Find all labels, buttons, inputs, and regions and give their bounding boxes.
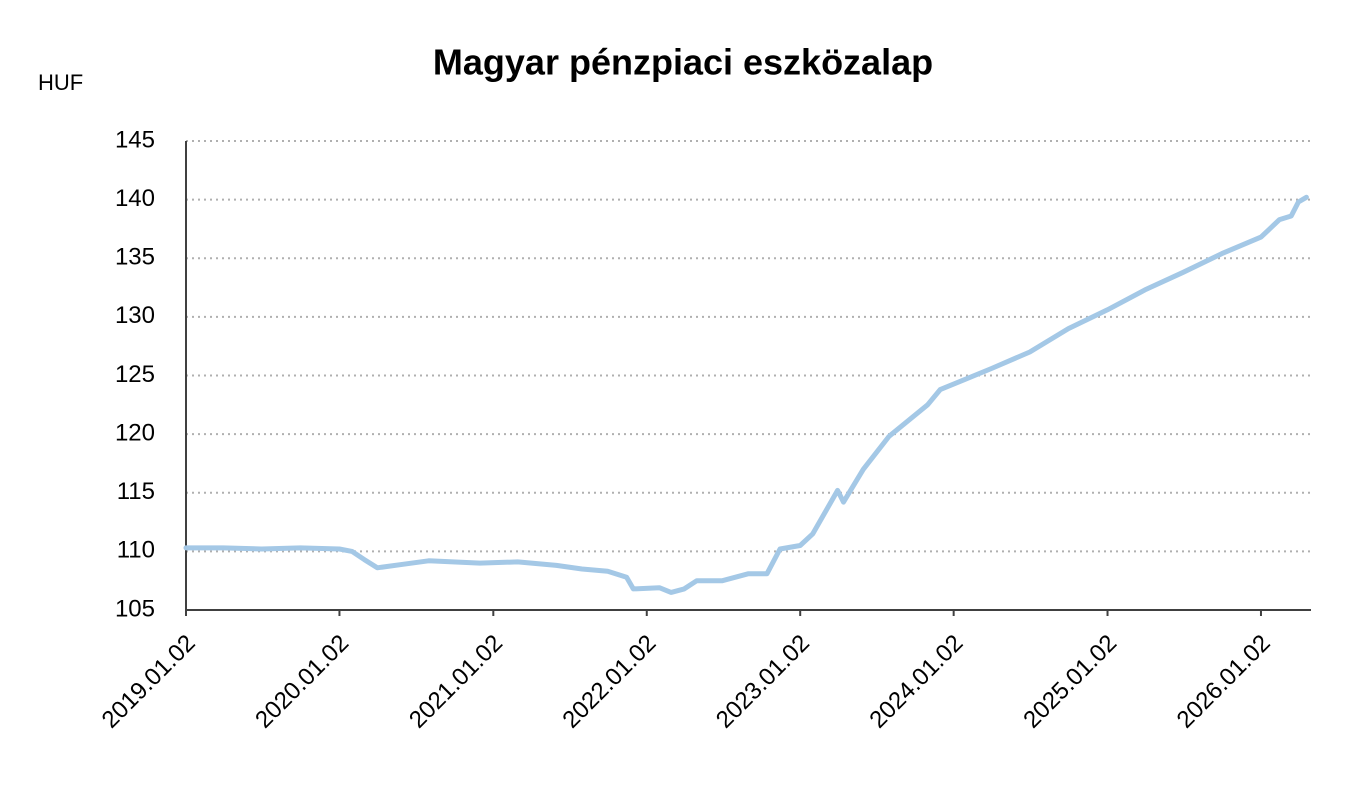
x-tick-label: 2025.01.02 bbox=[1018, 630, 1122, 734]
y-tick-label: 130 bbox=[115, 302, 155, 329]
chart-title: Magyar pénzpiaci eszközalap bbox=[433, 42, 933, 83]
y-tick-label: 115 bbox=[117, 478, 155, 505]
x-tick-label: 2026.01.02 bbox=[1172, 630, 1276, 734]
x-tick-label: 2021.01.02 bbox=[404, 630, 508, 734]
x-tick-label: 2023.01.02 bbox=[711, 630, 815, 734]
y-tick-label: 145 bbox=[115, 126, 155, 153]
data-line bbox=[183, 194, 1309, 595]
x-tick-label: 2024.01.02 bbox=[864, 630, 968, 734]
y-tick-label: 125 bbox=[115, 361, 155, 388]
y-tick-label: 135 bbox=[115, 244, 155, 271]
y-tick-label: 140 bbox=[115, 185, 155, 212]
y-tick-label: 120 bbox=[115, 419, 155, 446]
x-tick-label: 2022.01.02 bbox=[557, 630, 661, 734]
y-tick-label: 105 bbox=[115, 595, 155, 622]
y-tick-label: 110 bbox=[117, 537, 155, 564]
y-axis-label: HUF bbox=[38, 70, 83, 95]
x-tick-label: 2019.01.02 bbox=[97, 630, 201, 734]
x-tick-label: 2020.01.02 bbox=[250, 630, 354, 734]
